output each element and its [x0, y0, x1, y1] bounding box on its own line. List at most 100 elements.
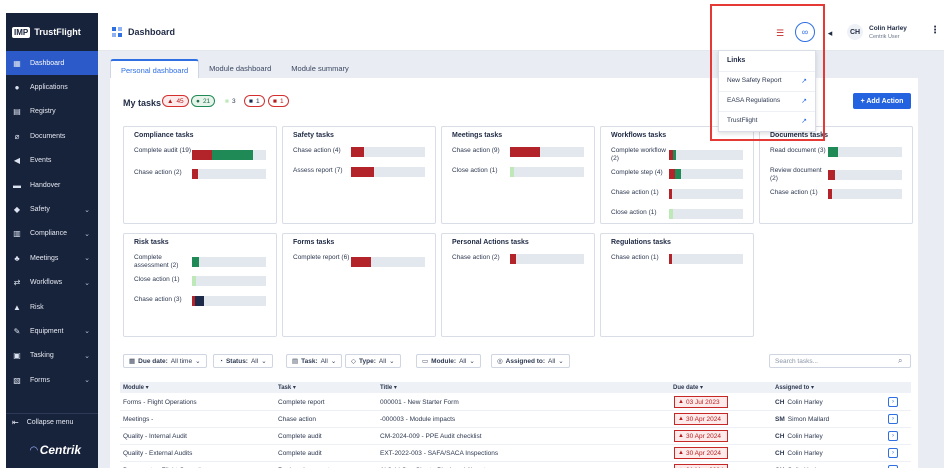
- task-row[interactable]: Review document (2): [770, 167, 906, 185]
- open-task-button[interactable]: ›: [888, 448, 898, 458]
- sidebar-item-meetings[interactable]: ♣ Meetings ⌄: [6, 246, 98, 270]
- sidebar-item-workflows[interactable]: ⇄ Workflows ⌄: [6, 271, 98, 295]
- task-progress-bar[interactable]: [669, 254, 743, 264]
- task-progress-bar[interactable]: [351, 147, 425, 157]
- tab-personal-dashboard[interactable]: Personal dashboard: [110, 59, 200, 79]
- column-module[interactable]: Module ▾: [123, 385, 149, 391]
- task-progress-bar[interactable]: [828, 147, 902, 157]
- link-easa-regulations[interactable]: EASA Regulations ↗: [719, 91, 815, 109]
- sidebar-item-handover[interactable]: ▬ Handover: [6, 173, 98, 197]
- notification-stack-icon[interactable]: ☰: [775, 27, 785, 38]
- task-row[interactable]: Chase action (3): [134, 296, 270, 308]
- search-icon[interactable]: ⌕: [898, 356, 903, 365]
- add-action-button[interactable]: + Add Action: [853, 93, 911, 109]
- sidebar-item-compliance[interactable]: ▥ Compliance ⌄: [6, 222, 98, 246]
- filter-assigned-to[interactable]: ◎ Assigned to: All ⌄: [491, 354, 570, 368]
- task-progress-bar[interactable]: [192, 276, 266, 286]
- task-row-label: Chase action (4): [293, 147, 341, 154]
- task-row[interactable]: Complete report (6): [293, 254, 429, 272]
- task-progress-bar[interactable]: [351, 257, 425, 267]
- task-progress-bar[interactable]: [192, 296, 266, 306]
- filter-due-date[interactable]: ▦ Due date: All time ⌄: [123, 354, 207, 368]
- sidebar-item-label: Meetings: [30, 254, 59, 262]
- more-options-icon[interactable]: ⋮: [930, 25, 940, 36]
- task-row[interactable]: Read document (3): [770, 147, 906, 159]
- filter-task[interactable]: ▤ Task: All ⌄: [286, 354, 343, 368]
- task-row-label: Review document (2): [770, 167, 822, 182]
- sidebar-item-documents[interactable]: ⌀ Documents: [6, 124, 98, 148]
- link-new-safety-report[interactable]: New Safety Report ↗: [719, 71, 815, 89]
- task-progress-bar[interactable]: [510, 254, 584, 264]
- task-row[interactable]: Assess report (7): [293, 167, 429, 179]
- sidebar-item-applications[interactable]: ● Applications: [6, 75, 98, 99]
- future-count-pill[interactable]: ■ 3: [220, 95, 241, 107]
- due-soon-count-pill[interactable]: ● 21: [191, 95, 216, 107]
- sidebar-item-equipment[interactable]: ✎ Equipment ⌄: [6, 319, 98, 343]
- column-title[interactable]: Title ▾: [380, 385, 397, 391]
- task-row[interactable]: Chase action (2): [452, 254, 588, 266]
- column-task[interactable]: Task ▾: [278, 385, 296, 391]
- links-button[interactable]: ∞: [795, 22, 815, 42]
- task-progress-bar[interactable]: [192, 257, 266, 267]
- task-row[interactable]: Chase action (4): [293, 147, 429, 159]
- column-assigned-to[interactable]: Assigned to ▾: [775, 385, 815, 391]
- open-task-button[interactable]: ›: [888, 397, 898, 407]
- task-row[interactable]: Complete assessment (2): [134, 254, 270, 272]
- task-row[interactable]: Chase action (2): [134, 169, 270, 181]
- task-row[interactable]: Chase action (1): [611, 254, 747, 266]
- user-avatar[interactable]: CH: [847, 24, 863, 40]
- task-row-label: Complete step (4): [611, 169, 663, 176]
- tab-module-dashboard[interactable]: Module dashboard: [209, 64, 272, 73]
- task-progress-bar[interactable]: [192, 169, 266, 179]
- link-trustflight[interactable]: TrustFlight ↗: [719, 111, 815, 129]
- task-row-label: Complete report (6): [293, 254, 350, 261]
- navy-count-pill[interactable]: ■ 1: [244, 95, 265, 107]
- overdue-count-pill[interactable]: ▲ 45: [162, 95, 189, 107]
- task-row[interactable]: Close action (1): [611, 209, 747, 221]
- task-progress-bar[interactable]: [192, 150, 266, 160]
- tab-module-summary[interactable]: Module summary: [291, 64, 349, 73]
- filter-status[interactable]: ◔ Status: All ⌄: [213, 354, 273, 368]
- brand-logo[interactable]: IMP TrustFlight: [6, 13, 98, 51]
- task-row[interactable]: Chase action (1): [611, 189, 747, 201]
- task-progress-bar[interactable]: [669, 189, 743, 199]
- task-progress-bar[interactable]: [828, 170, 902, 180]
- filter-type[interactable]: ◇ Type: All ⌄: [345, 354, 401, 368]
- open-task-button[interactable]: ›: [888, 414, 898, 424]
- open-task-button[interactable]: ›: [888, 431, 898, 441]
- task-row[interactable]: Chase action (9): [452, 147, 588, 159]
- table-row[interactable]: Quality - Internal Audit Complete audit CM…: [120, 428, 911, 445]
- sidebar-item-forms[interactable]: ▧ Forms ⌄: [6, 368, 98, 392]
- sidebar-item-dashboard[interactable]: ▦ Dashboard: [6, 51, 98, 76]
- search-tasks-input[interactable]: Search tasks...: [769, 354, 911, 368]
- user-name[interactable]: Colin Harley: [869, 25, 907, 32]
- task-row[interactable]: Chase action (1): [770, 189, 906, 201]
- task-progress-bar[interactable]: [669, 150, 743, 160]
- sidebar-item-tasking[interactable]: ▣ Tasking ⌄: [6, 344, 98, 368]
- table-row[interactable]: Quality - External Audits Complete audit E…: [120, 445, 911, 462]
- task-progress-bar[interactable]: [510, 167, 584, 177]
- task-progress-bar[interactable]: [828, 189, 902, 199]
- task-row[interactable]: Close action (1): [452, 167, 588, 179]
- sidebar-item-safety[interactable]: ◆ Safety ⌄: [6, 197, 98, 221]
- task-progress-bar[interactable]: [351, 167, 425, 177]
- sidebar-item-registry[interactable]: ▤ Registry: [6, 100, 98, 124]
- task-row[interactable]: Close action (1): [134, 276, 270, 288]
- red-count-pill[interactable]: ■ 1: [268, 95, 289, 107]
- sidebar-item-events[interactable]: ◀ Events: [6, 149, 98, 173]
- task-progress-bar[interactable]: [510, 147, 584, 157]
- bar-segment-green: [211, 150, 253, 160]
- task-progress-bar[interactable]: [669, 169, 743, 179]
- sidebar-item-risk[interactable]: ▲ Risk: [6, 295, 98, 319]
- task-row[interactable]: Complete audit (19): [134, 147, 270, 165]
- announcement-icon[interactable]: ◂: [827, 27, 833, 38]
- table-row[interactable]: Documents - Flight OperationsReview docu…: [120, 462, 911, 468]
- task-row[interactable]: Complete step (4): [611, 169, 747, 181]
- collapse-menu-button[interactable]: ⇤ Collapse menu: [6, 413, 98, 431]
- task-progress-bar[interactable]: [669, 209, 743, 219]
- task-row[interactable]: Complete workflow (2): [611, 147, 747, 165]
- table-row[interactable]: Meetings - Chase action -000003 - Module i…: [120, 411, 911, 428]
- table-row[interactable]: Forms - Flight Operations Complete report…: [120, 394, 911, 411]
- filter-module[interactable]: ▭ Module: All ⌄: [416, 354, 481, 368]
- column-due-date[interactable]: Due date ▾: [673, 385, 704, 391]
